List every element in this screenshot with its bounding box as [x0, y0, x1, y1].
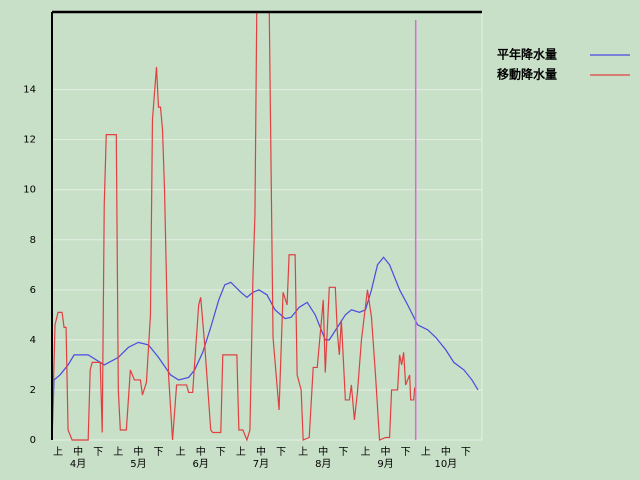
x-tick-label: 中	[196, 445, 206, 458]
legend-label: 移動降水量	[497, 67, 557, 82]
x-tick-label: 中	[441, 445, 451, 458]
x-tick-label: 下	[401, 447, 411, 458]
x-tick-label: 上	[113, 446, 123, 458]
y-tick-label: 0	[30, 435, 36, 446]
x-tick-label: 中	[256, 445, 266, 458]
x-tick-label: 下	[461, 447, 471, 458]
x-tick-label: 下	[216, 447, 226, 458]
y-tick-label: 14	[23, 85, 36, 96]
x-tick-label: 下	[153, 447, 163, 458]
series-line	[52, 12, 416, 442]
y-tick-label: 4	[30, 335, 36, 346]
x-tick-label: 下	[276, 447, 286, 458]
y-tick-label: 8	[30, 235, 36, 246]
x-tick-label: 下	[338, 447, 348, 458]
x-tick-label: 下	[93, 447, 103, 458]
x-tick-label: 中	[73, 445, 83, 458]
x-tick-label: 上	[421, 446, 431, 458]
month-label: 7月	[253, 458, 269, 470]
month-label: 4月	[70, 458, 86, 470]
y-tick-label: 6	[30, 285, 36, 296]
series-line	[52, 256, 479, 441]
legend-label: 平年降水量	[497, 47, 557, 62]
y-tick-label: 12	[23, 135, 36, 146]
month-label: 10月	[434, 458, 457, 470]
month-label: 9月	[377, 458, 393, 470]
x-tick-label: 中	[318, 445, 328, 458]
axes: 02468101214上中下上中下上中下上中下上中下上中下上中下4月 5月 6月 7月…	[23, 10, 630, 470]
x-tick-label: 中	[133, 445, 143, 458]
grid	[52, 12, 483, 441]
month-label: 5月	[130, 458, 146, 470]
x-tick-label: 上	[53, 446, 63, 458]
x-tick-label: 中	[381, 445, 391, 458]
x-tick-label: 上	[176, 446, 186, 458]
month-label: 6月	[193, 458, 209, 470]
y-tick-label: 10	[23, 185, 36, 196]
plot-area	[52, 12, 479, 442]
month-label: 8月	[315, 458, 331, 470]
x-tick-label: 上	[236, 446, 246, 458]
x-tick-label: 上	[360, 446, 370, 458]
x-tick-label: 上	[298, 446, 308, 458]
y-tick-label: 2	[30, 385, 36, 396]
